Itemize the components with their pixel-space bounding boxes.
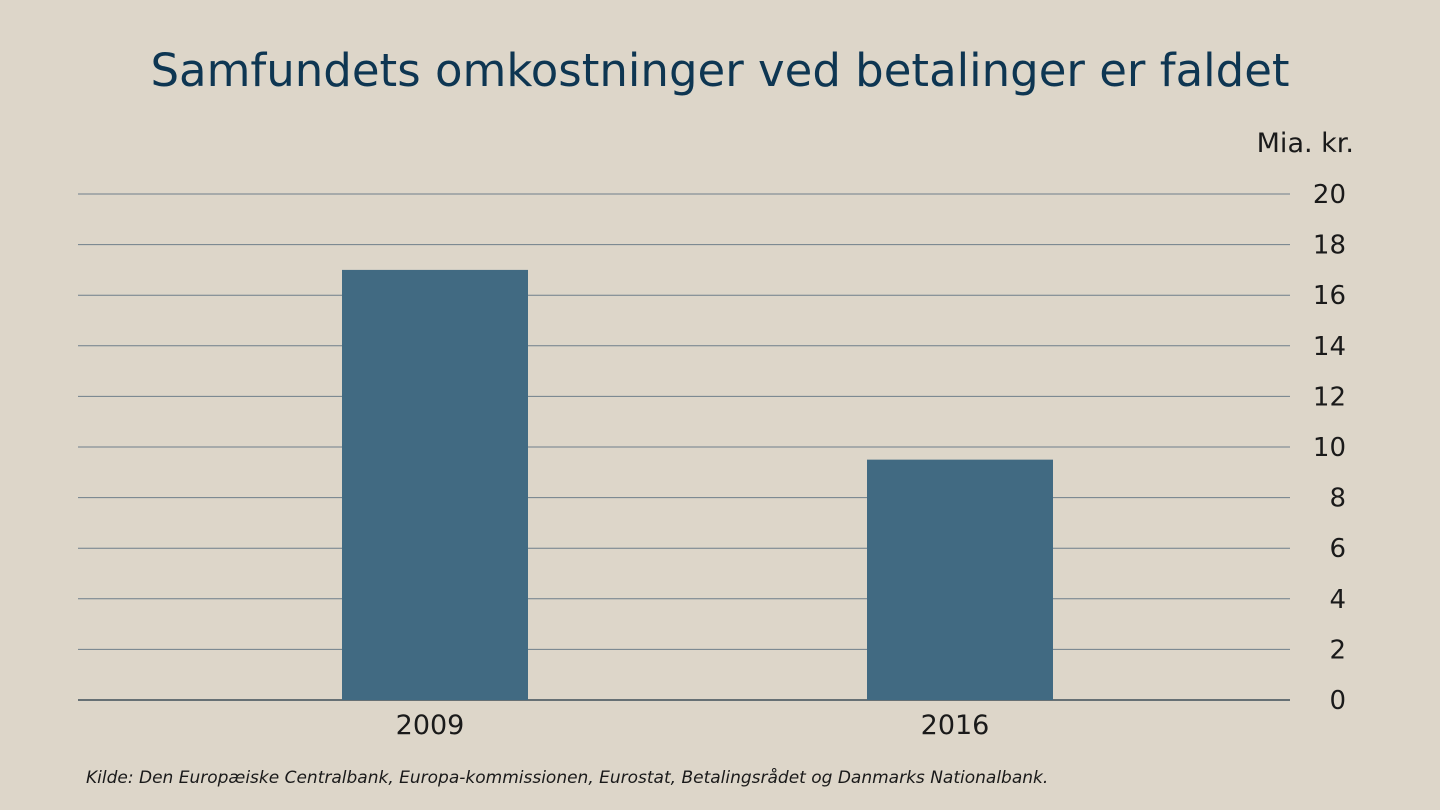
x-category-label: 2009 — [396, 710, 465, 741]
y-tick-label: 18 — [1313, 231, 1346, 261]
y-tick-label: 2 — [1329, 635, 1346, 665]
y-tick-label: 6 — [1329, 534, 1346, 564]
chart-title: Samfundets omkostninger ved betalinger e… — [150, 44, 1290, 97]
y-tick-label: 10 — [1313, 433, 1346, 463]
bar-2016 — [867, 459, 1053, 700]
y-tick-label: 4 — [1329, 585, 1346, 615]
y-tick-label: 14 — [1313, 332, 1346, 362]
y-tick-label: 12 — [1313, 382, 1346, 412]
x-category-label: 2016 — [921, 710, 990, 741]
y-axis-ticks: 0 2 4 6 8 10 12 14 16 18 20 — [1313, 180, 1346, 716]
x-axis-labels: 2009 2016 — [396, 710, 990, 741]
y-tick-label: 20 — [1313, 180, 1346, 210]
y-tick-label: 16 — [1313, 281, 1346, 311]
y-tick-label: 0 — [1329, 686, 1346, 716]
y-tick-label: 8 — [1329, 484, 1346, 514]
bars — [342, 269, 1053, 700]
gridlines — [78, 193, 1290, 701]
bar-2009 — [342, 269, 528, 700]
y-axis-unit-label: Mia. kr. — [1257, 128, 1354, 159]
source-note: Kilde: Den Europæiske Centralbank, Europ… — [86, 768, 1049, 788]
